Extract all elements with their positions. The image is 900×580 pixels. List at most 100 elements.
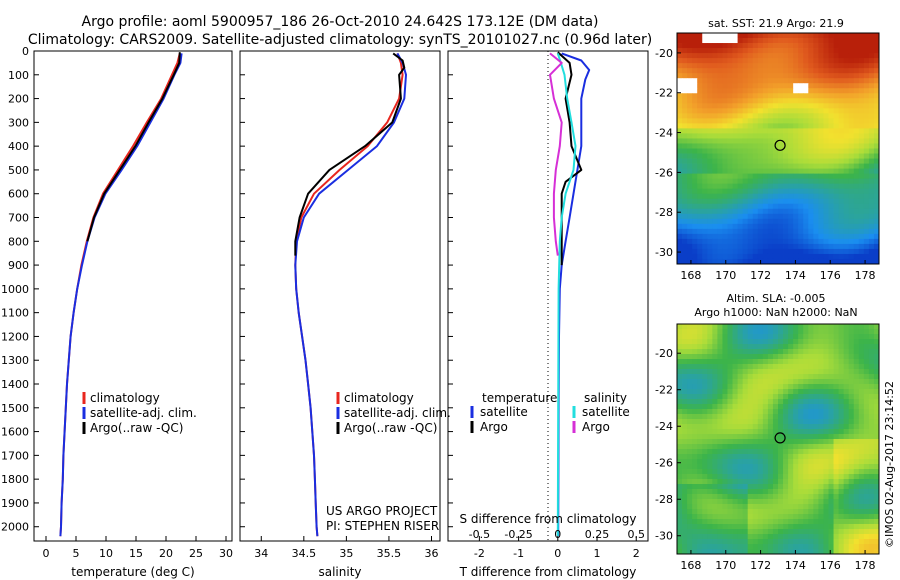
heatmap-cell [742, 459, 749, 465]
series-line-argo-raw-qc- [86, 52, 181, 242]
heatmap-cell [717, 339, 723, 345]
heatmap-cell [757, 404, 764, 410]
heatmap-cell [762, 524, 769, 530]
heatmap-cell [697, 213, 703, 220]
heatmap-cell [863, 424, 870, 430]
heatmap-cell [788, 203, 794, 210]
heatmap-cell [732, 369, 738, 375]
heatmap-cell [823, 83, 829, 89]
heatmap-cell [803, 228, 809, 235]
heatmap-cell [772, 414, 779, 420]
heatmap-cell [813, 93, 819, 99]
heatmap-cell [853, 454, 860, 460]
heatmap-cell [737, 168, 744, 175]
heatmap-cell [858, 544, 865, 550]
heatmap-cell [682, 188, 688, 195]
heatmap-cell [833, 479, 839, 485]
heatmap-cell [722, 419, 728, 425]
heatmap-cell [858, 449, 865, 455]
heatmap-cell [742, 494, 749, 500]
heatmap-cell [707, 193, 713, 200]
heatmap-cell [853, 409, 860, 415]
map-y-tick-label: -20 [655, 47, 673, 60]
heatmap-cell [813, 484, 819, 490]
heatmap-cell [818, 253, 824, 260]
heatmap-cell [712, 439, 718, 445]
heatmap-cell [717, 334, 723, 340]
heatmap-cell [818, 519, 824, 525]
heatmap-cell [702, 374, 708, 380]
heatmap-cell [823, 544, 829, 550]
heatmap-cell [818, 449, 824, 455]
heatmap-cell [687, 484, 693, 490]
heatmap-cell [868, 434, 875, 440]
heatmap-cell [848, 43, 855, 49]
heatmap-cell [687, 324, 693, 330]
heatmap-cell [697, 123, 703, 129]
heatmap-cell [873, 374, 880, 380]
map-x-tick-label: 170 [715, 269, 736, 282]
heatmap-cell [783, 233, 789, 240]
heatmap-cell [712, 489, 718, 495]
heatmap-cell [788, 424, 794, 430]
heatmap-cell [752, 324, 759, 330]
heatmap-cell [778, 469, 784, 475]
heatmap-cell [783, 504, 789, 510]
heatmap-cell [677, 454, 683, 460]
heatmap-cell [843, 163, 850, 169]
heatmap-cell [798, 53, 804, 59]
heatmap-cell [783, 63, 789, 69]
heatmap-cell [737, 148, 744, 154]
heatmap-cell [843, 98, 850, 104]
heatmap-cell [863, 544, 870, 550]
heatmap-cell [853, 474, 860, 480]
heatmap-cell [742, 183, 749, 190]
heatmap-cell [772, 123, 779, 129]
heatmap-cell [808, 469, 814, 475]
heatmap-cell [818, 248, 824, 255]
heatmap-cell [838, 63, 845, 69]
heatmap-cell [687, 243, 693, 250]
heatmap-cell [742, 103, 749, 109]
heatmap-cell [838, 158, 845, 164]
heatmap-cell [853, 434, 860, 440]
heatmap-cell [833, 93, 839, 99]
heatmap-cell [702, 474, 708, 480]
heatmap-cell [868, 168, 875, 175]
heatmap-cell [868, 404, 875, 410]
heatmap-cell [848, 334, 855, 340]
heatmap-cell [833, 193, 839, 200]
heatmap-cell [838, 419, 845, 425]
heatmap-cell [778, 374, 784, 380]
heatmap-cell [762, 238, 769, 245]
heatmap-cell [767, 138, 774, 144]
heatmap-cell [863, 334, 870, 340]
heatmap-cell [702, 108, 708, 114]
heatmap-cell [717, 128, 723, 134]
heatmap-cell [833, 243, 839, 250]
heatmap-cell [722, 238, 728, 245]
heatmap-cell [823, 354, 829, 360]
heatmap-cell [858, 369, 865, 375]
heatmap-cell [697, 394, 703, 400]
x-tick-label: 2 [633, 547, 640, 560]
heatmap-cell [757, 158, 764, 164]
heatmap-cell [742, 238, 749, 245]
heatmap-cell [722, 474, 728, 480]
heatmap-cell [853, 183, 860, 190]
heatmap-cell [697, 529, 703, 535]
heatmap-cell [873, 544, 880, 550]
heatmap-cell [737, 138, 744, 144]
heatmap-cell [843, 444, 850, 450]
heatmap-cell [762, 118, 769, 124]
heatmap-cell [697, 429, 703, 435]
y-tick-label: 700 [8, 212, 29, 225]
heatmap-cell [742, 78, 749, 84]
heatmap-cell [843, 469, 850, 475]
heatmap-cell [677, 53, 683, 59]
heatmap-cell [808, 38, 814, 44]
heatmap-cell [707, 479, 713, 485]
heatmap-cell [732, 228, 738, 235]
heatmap-cell [813, 153, 819, 159]
heatmap-cell [818, 193, 824, 200]
